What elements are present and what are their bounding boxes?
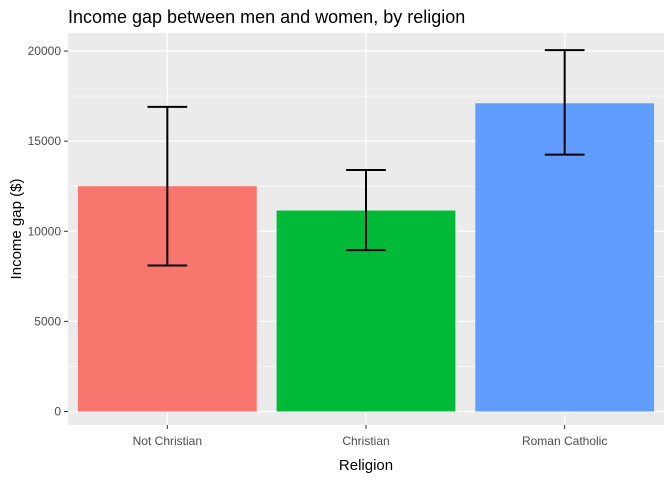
x-tick-label: Not Christian [133, 434, 202, 448]
error-bar [346, 168, 386, 252]
y-tick-label: 20000 [28, 44, 62, 58]
bars [77, 103, 655, 412]
x-axis-title: Religion [339, 457, 393, 474]
y-tick-label: 10000 [28, 224, 62, 238]
error-bars [147, 49, 585, 267]
y-tick-label: 0 [54, 404, 61, 418]
error-bar [147, 105, 188, 267]
error-bar [544, 49, 585, 156]
y-axis-ticks: 0 5000 10000 15000 20000 [28, 44, 68, 418]
y-tick-label: 5000 [34, 314, 61, 328]
y-tick-label: 15000 [28, 134, 62, 148]
x-axis-ticks: Not Christian Christian Roman Catholic [133, 425, 607, 448]
x-tick-label: Roman Catholic [522, 434, 607, 448]
x-tick-label: Christian [342, 434, 389, 448]
chart-title: Income gap between men and women, by rel… [68, 7, 465, 27]
y-axis-title: Income gap ($) [8, 179, 25, 280]
